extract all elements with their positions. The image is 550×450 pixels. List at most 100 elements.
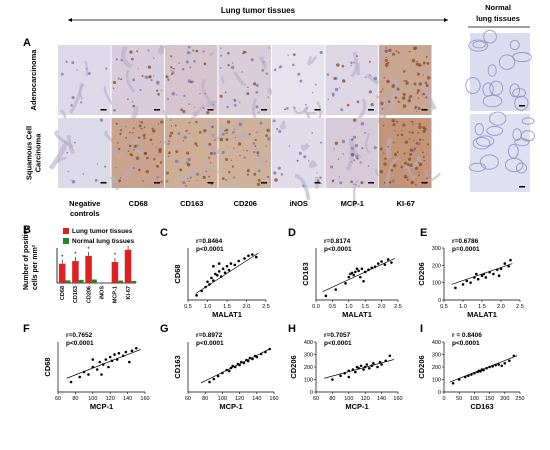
data-point [479,370,482,373]
data-point [377,262,380,265]
data-point [480,274,484,278]
data-point [264,350,267,354]
y-tick-label: 100 [432,378,441,384]
data-point [384,359,388,363]
x-tick-label: 140 [377,396,386,402]
normal-micrograph-tile [465,29,532,111]
bar [85,255,92,283]
x-tick-label: 1.0 [345,304,353,310]
data-point [231,364,235,368]
data-point [121,354,125,358]
data-point [259,352,263,356]
bar [72,261,79,283]
row-label: Squamous Cell [25,126,34,180]
column-label: KI-67 [397,199,415,208]
data-point [339,374,342,378]
row-label: Adenocarcinoma [29,49,38,111]
data-point [380,260,383,263]
data-point [255,355,259,359]
x-tick-label: 120 [106,396,115,402]
data-point [508,359,511,363]
category-label: KI-67 [126,286,132,299]
y-tick-label: 0 [438,298,441,304]
data-point [229,262,233,265]
x-axis-label: MCP-1 [345,402,368,411]
x-tick-label: 100 [470,396,479,402]
bar [59,263,66,283]
x-tick-label: 100 [218,396,227,402]
data-point [247,254,250,258]
data-point [358,275,362,279]
data-point [376,365,379,369]
data-point [219,275,223,278]
data-point [482,272,486,276]
data-point [373,265,377,269]
x-tick-label: 120 [361,396,370,402]
y-tick-label: 200 [432,365,441,371]
x-tick-label: 60 [55,396,61,402]
x-tick-label: 50 [456,396,462,402]
data-point [461,283,465,286]
data-point [469,281,472,284]
data-point [362,368,365,371]
x-tick-label: 200 [500,396,509,402]
data-point [492,272,495,276]
data-point [367,268,370,272]
data-point [78,375,82,379]
stat-r: r=0.8174 [324,238,351,245]
bar [111,262,119,283]
legend-entry: Normal lung tissues [72,238,135,245]
fit-line [451,263,513,285]
y-tick-label: 400 [432,340,441,346]
column-label: MCP-1 [341,199,364,208]
bar [124,249,132,283]
panel-B-bar-chart: B * CD68 * CD163 * CD206 iNOS * MCP-1 * KI-67 Lung t… [23,224,137,303]
panel-letter: H [288,323,296,335]
stat-p: p<0.0001 [196,246,224,253]
data-point [465,279,469,283]
data-point [497,363,501,366]
data-point [351,368,355,371]
y-axis-label: CD163 [173,355,182,378]
data-point [363,365,367,369]
data-point [246,359,250,363]
bar [118,280,124,283]
data-point [372,361,375,365]
column-label: CD163 [180,199,203,208]
data-point [91,365,95,369]
data-point [225,264,229,268]
y-tick-label: 0 [438,390,441,396]
bar [78,279,84,283]
data-point [380,363,383,366]
data-point [467,374,470,378]
y-tick-label: 300 [304,353,313,359]
data-point [484,276,488,279]
data-point [344,282,347,285]
panel-letter: I [420,323,423,335]
x-axis-label: MALAT1 [342,310,372,319]
stat-r: r=0.7057 [324,332,351,339]
data-point [87,373,90,376]
tumor-title: Lung tumor tissues [221,6,296,15]
data-point [124,350,128,354]
x-tick-label: 140 [252,396,261,402]
data-point [360,267,364,271]
data-point [352,273,356,277]
normal-title-line2: lung tissues [476,14,520,23]
data-point [485,366,488,370]
legend-swatch [63,238,69,244]
data-point [463,375,467,379]
data-point [386,258,390,261]
data-point [210,276,213,280]
data-point [497,274,501,278]
data-point [208,380,211,384]
stat-p: p<0.0001 [324,340,352,347]
category-label: CD163 [73,286,79,303]
stat-r: r=0.7652 [66,332,93,339]
data-point [227,268,231,272]
data-point [503,262,507,265]
data-point [500,364,504,368]
data-point [240,360,243,364]
